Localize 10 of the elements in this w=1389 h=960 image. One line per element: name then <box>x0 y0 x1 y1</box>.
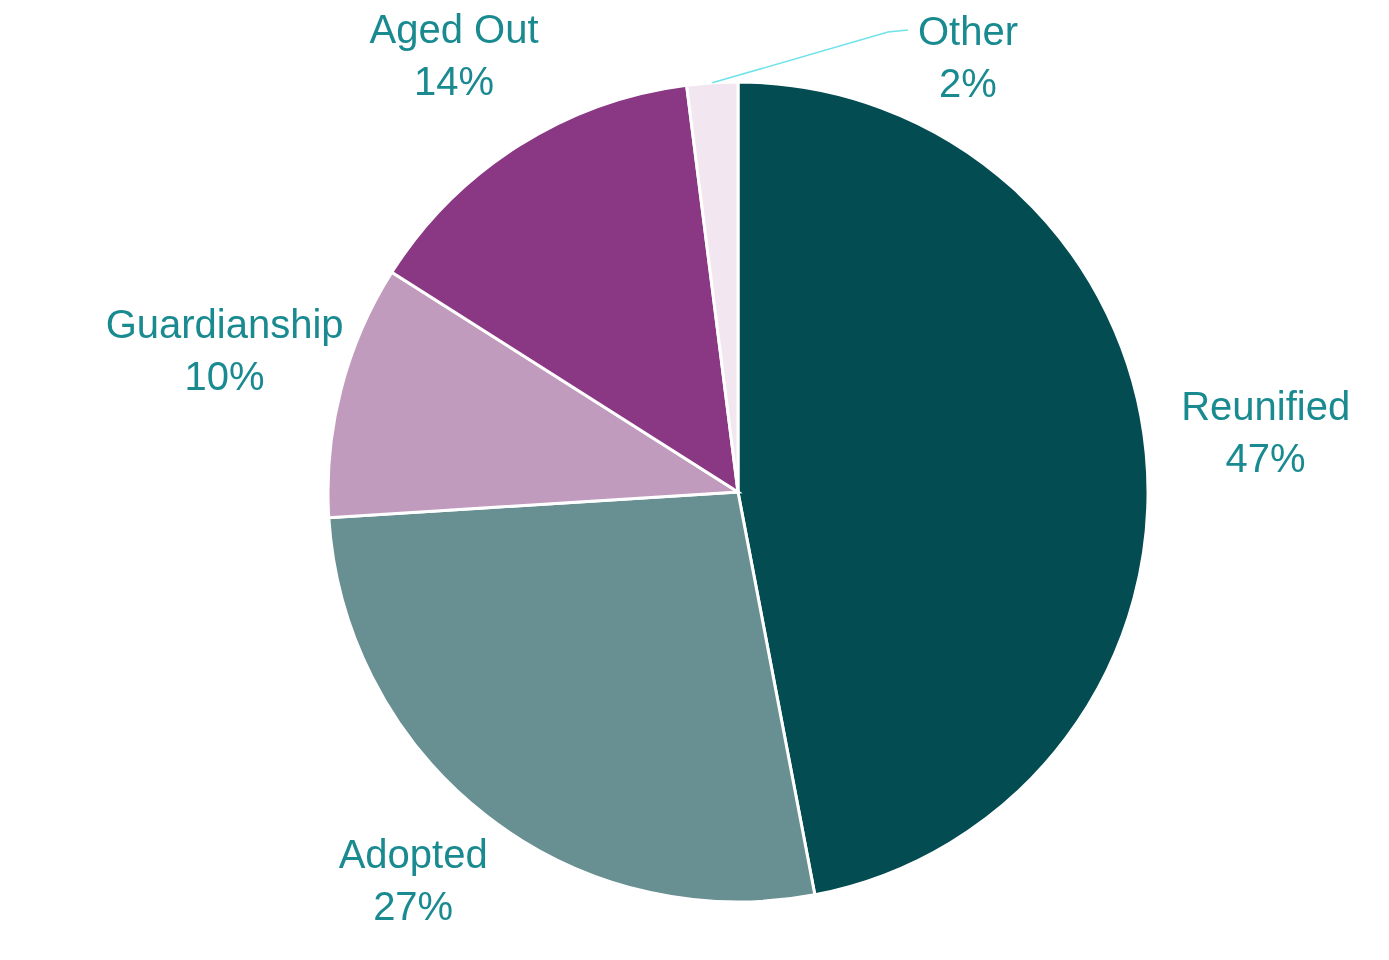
data-label: 10% <box>184 354 265 399</box>
slice-label: Other <box>917 9 1019 53</box>
data-label: 14% <box>413 59 495 103</box>
slice-label: Adopted <box>338 832 488 876</box>
slice-label: Aged Out <box>369 7 539 51</box>
data-label: 2% <box>939 61 997 105</box>
data-label: 27% <box>373 884 454 928</box>
slice-label: Guardianship <box>105 302 344 347</box>
data-label: 47% <box>1225 436 1306 481</box>
slice-label: Reunified <box>1181 384 1351 429</box>
